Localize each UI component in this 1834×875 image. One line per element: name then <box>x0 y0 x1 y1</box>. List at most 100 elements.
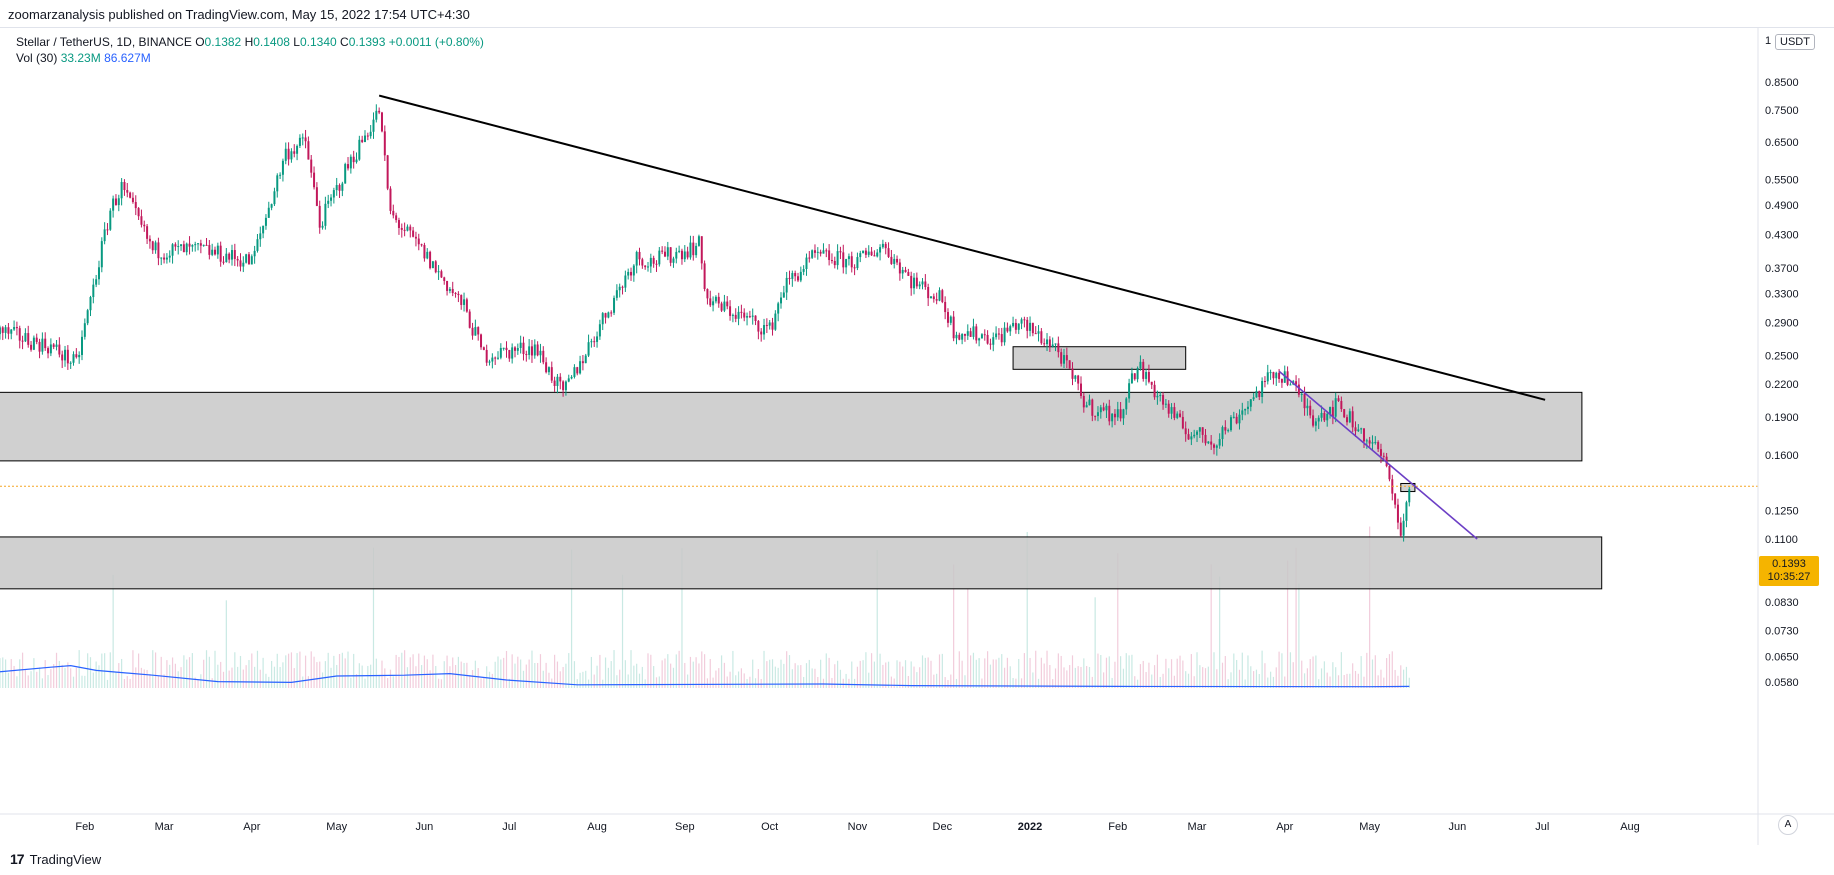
candle-body <box>480 334 483 348</box>
volume-bar <box>16 676 18 688</box>
candle-body <box>1402 520 1405 536</box>
volume-label[interactable]: Vol (30) <box>16 51 58 65</box>
volume-bar <box>967 588 969 688</box>
volume-bar <box>1083 658 1085 688</box>
candle-body <box>655 263 658 265</box>
volume-bar <box>1320 668 1323 688</box>
volume-bar <box>1145 672 1147 688</box>
price-tick-label: 0.5500 <box>1765 174 1799 186</box>
volume-bar <box>13 665 15 688</box>
volume-bar <box>146 669 148 688</box>
time-scale[interactable]: Feb Mar Apr May Jun Jul Aug Sep Oct Nov Dec 2022 Feb… <box>75 821 1639 833</box>
symbol-label[interactable]: Stellar / TetherUS, 1D, BINANCE <box>16 35 192 49</box>
volume-bar <box>205 650 208 688</box>
time-tick-label: Jul <box>1535 821 1549 833</box>
candle-body <box>494 357 497 359</box>
volume-bar <box>904 660 907 688</box>
candle-body <box>1303 393 1306 409</box>
currency-badge[interactable]: USDT <box>1775 34 1815 50</box>
price-chart[interactable]: 0.8500 0.7500 0.6500 0.5500 0.4900 0.4300 0.37… <box>0 28 1834 845</box>
candle-body <box>782 292 785 298</box>
candle-body <box>1196 431 1199 435</box>
candle-body <box>975 326 978 341</box>
volume-bar <box>330 667 332 688</box>
candle-body <box>214 249 217 255</box>
volume-bar <box>961 660 963 688</box>
candle-body <box>347 164 350 169</box>
volume-bar <box>1374 655 1376 688</box>
volume-bar <box>222 671 225 688</box>
candle-body <box>969 331 972 337</box>
candle-body <box>451 288 454 294</box>
candle-body <box>344 164 347 184</box>
tradingview-logo[interactable]: 17 TradingView <box>10 851 101 867</box>
candle-body <box>341 183 344 191</box>
candle-body <box>511 347 514 359</box>
candle-body <box>463 299 466 305</box>
candle-body <box>1198 427 1201 432</box>
candle-body <box>1190 436 1193 440</box>
volume-bar <box>279 666 281 688</box>
candle-body <box>564 381 567 391</box>
volume-bar <box>837 660 839 688</box>
time-tick-label: Nov <box>848 821 868 833</box>
candle-body <box>955 334 958 339</box>
volume-bar <box>273 666 276 688</box>
candle-body <box>58 344 61 355</box>
candle-body <box>1314 421 1317 426</box>
volume-bar <box>220 661 222 688</box>
time-tick-label: 2022 <box>1018 821 1042 833</box>
candle-body <box>1094 415 1097 417</box>
volume-bar <box>723 662 726 688</box>
candle-body <box>236 258 239 261</box>
candle-body <box>242 262 245 267</box>
volume-bar <box>152 650 154 688</box>
candle-body <box>1065 355 1068 361</box>
candle-body <box>1269 372 1272 374</box>
volume-bar <box>972 652 975 688</box>
volume-bar <box>1388 654 1391 688</box>
candle-body <box>1374 442 1377 444</box>
volume-bar <box>1193 676 1195 688</box>
support-zone[interactable] <box>1012 346 1187 370</box>
price-scale[interactable]: 0.8500 0.7500 0.6500 0.5500 0.4900 0.4300 0.37… <box>1765 77 1799 689</box>
volume-bar <box>1182 660 1184 688</box>
volume-bar <box>1077 666 1079 688</box>
candle-body <box>247 254 250 265</box>
volume-bar <box>590 656 592 688</box>
candle-body <box>157 242 160 259</box>
volume-bar <box>933 674 935 688</box>
volume-bar <box>613 650 615 688</box>
volume-bar <box>848 678 850 688</box>
volume-bar <box>720 655 723 688</box>
candle-body <box>52 344 55 347</box>
candle-body <box>666 247 669 257</box>
volume-bar <box>494 661 496 688</box>
candle-body <box>1187 434 1190 440</box>
support-zone[interactable] <box>0 536 1603 590</box>
short-term-trendline[interactable] <box>1278 370 1478 540</box>
candle-body <box>330 197 333 201</box>
candle-body <box>1063 355 1066 364</box>
volume-bar <box>981 678 983 688</box>
candle-body <box>839 251 842 253</box>
candle-body <box>499 348 502 358</box>
time-tick-label: Sep <box>675 821 695 833</box>
trendlines[interactable] <box>378 94 1546 540</box>
candle-body <box>208 245 211 255</box>
volume-bar <box>1301 660 1303 688</box>
volume-bar <box>1213 652 1215 688</box>
candle-body <box>1029 322 1032 331</box>
volume-bar <box>1139 664 1142 688</box>
candle-body <box>802 269 805 272</box>
candle-body <box>27 333 30 345</box>
descending-trendline[interactable] <box>378 94 1546 401</box>
candle-body <box>100 241 103 268</box>
candle-body <box>383 131 386 156</box>
volume-bar <box>1199 665 1201 688</box>
support-zone[interactable] <box>1400 482 1416 493</box>
candle-body <box>570 376 573 379</box>
volume-bar <box>698 663 700 688</box>
auto-scale-button[interactable]: A <box>1778 815 1798 835</box>
candle-body <box>431 261 434 269</box>
